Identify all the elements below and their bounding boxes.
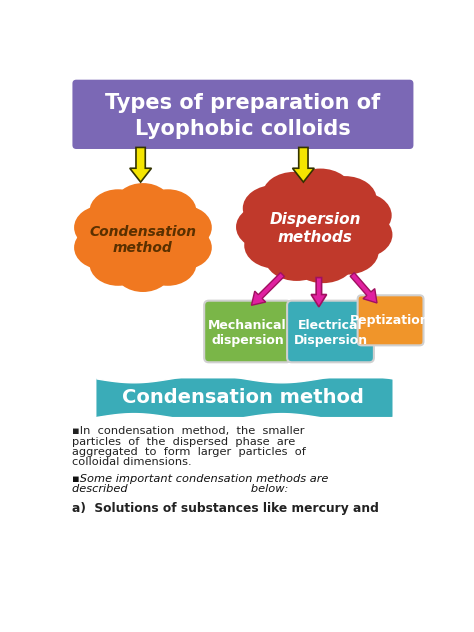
Ellipse shape bbox=[74, 205, 131, 250]
Ellipse shape bbox=[291, 236, 355, 283]
Ellipse shape bbox=[315, 228, 379, 274]
Text: aggregated  to  form  larger  particles  of: aggregated to form larger particles of bbox=[72, 447, 306, 457]
Ellipse shape bbox=[289, 169, 352, 215]
Polygon shape bbox=[311, 277, 327, 307]
Ellipse shape bbox=[328, 212, 392, 258]
Text: Dispersion
methods: Dispersion methods bbox=[269, 212, 361, 245]
Ellipse shape bbox=[155, 205, 212, 250]
Ellipse shape bbox=[262, 172, 326, 219]
Ellipse shape bbox=[139, 242, 196, 286]
Ellipse shape bbox=[155, 226, 212, 270]
Ellipse shape bbox=[90, 190, 147, 233]
Ellipse shape bbox=[114, 248, 172, 292]
FancyBboxPatch shape bbox=[357, 295, 423, 345]
Text: Electrical
Dispersion: Electrical Dispersion bbox=[293, 319, 367, 347]
FancyBboxPatch shape bbox=[204, 301, 291, 362]
Ellipse shape bbox=[265, 234, 328, 281]
Ellipse shape bbox=[74, 226, 131, 270]
Polygon shape bbox=[251, 272, 284, 305]
FancyBboxPatch shape bbox=[96, 379, 392, 417]
Ellipse shape bbox=[313, 176, 377, 222]
Text: ▪Some important condensation methods are: ▪Some important condensation methods are bbox=[72, 474, 328, 484]
Text: Condensation method: Condensation method bbox=[122, 388, 364, 407]
Text: colloidal dimensions.: colloidal dimensions. bbox=[72, 458, 191, 468]
Ellipse shape bbox=[236, 204, 300, 250]
Text: Types of preparation of
Lyophobic colloids: Types of preparation of Lyophobic colloi… bbox=[105, 93, 381, 139]
Ellipse shape bbox=[328, 192, 392, 239]
Polygon shape bbox=[130, 147, 152, 182]
FancyBboxPatch shape bbox=[73, 80, 413, 149]
Text: ▪In  condensation  method,  the  smaller: ▪In condensation method, the smaller bbox=[72, 426, 304, 436]
Polygon shape bbox=[350, 273, 377, 303]
Ellipse shape bbox=[254, 187, 376, 265]
Ellipse shape bbox=[243, 185, 307, 231]
Text: Peptization: Peptization bbox=[350, 314, 430, 327]
Ellipse shape bbox=[88, 201, 198, 274]
Ellipse shape bbox=[139, 190, 196, 233]
Ellipse shape bbox=[244, 222, 308, 269]
Text: Condensation
method: Condensation method bbox=[90, 225, 196, 255]
Text: particles  of  the  dispersed  phase  are: particles of the dispersed phase are bbox=[72, 437, 295, 447]
Ellipse shape bbox=[90, 242, 147, 286]
FancyBboxPatch shape bbox=[287, 301, 374, 362]
Text: Mechanical
dispersion: Mechanical dispersion bbox=[208, 319, 287, 347]
Text: a)  Solutions of substances like mercury and: a) Solutions of substances like mercury … bbox=[72, 502, 379, 516]
Polygon shape bbox=[292, 147, 314, 182]
Ellipse shape bbox=[114, 183, 172, 227]
Text: described                                  below:: described below: bbox=[72, 484, 288, 494]
